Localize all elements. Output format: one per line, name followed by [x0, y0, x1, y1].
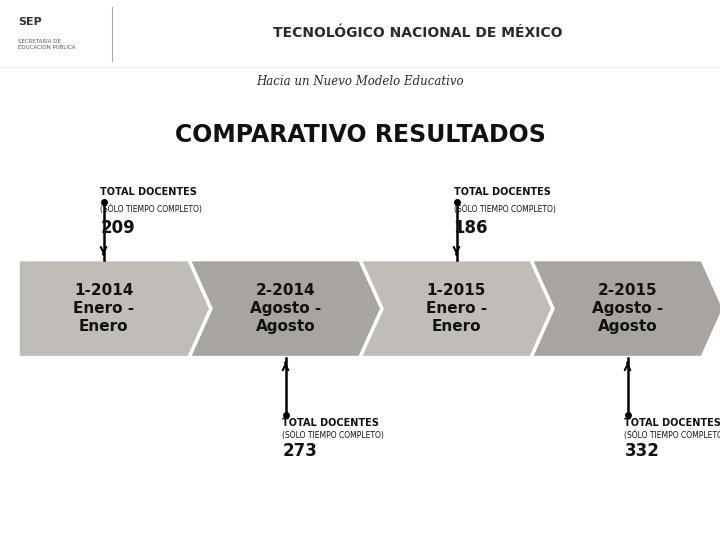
Text: SECRETARÍA DE
EDUCACIÓN PÚBLICA: SECRETARÍA DE EDUCACIÓN PÚBLICA — [18, 39, 76, 50]
Text: (SÓLO TIEMPO COMPLETO): (SÓLO TIEMPO COMPLETO) — [624, 430, 720, 440]
Text: TOTAL DOCENTES: TOTAL DOCENTES — [101, 187, 197, 197]
Text: (SÓLO TIEMPO COMPLETO): (SÓLO TIEMPO COMPLETO) — [454, 205, 555, 214]
Text: (SÓLO TIEMPO COMPLETO): (SÓLO TIEMPO COMPLETO) — [282, 430, 384, 440]
Text: 2-2015
Agosto -
Agosto: 2-2015 Agosto - Agosto — [592, 283, 663, 334]
Text: TOTAL DOCENTES: TOTAL DOCENTES — [282, 418, 379, 428]
Text: 186: 186 — [454, 219, 488, 237]
Text: 209: 209 — [101, 219, 135, 237]
Text: 1-2015
Enero -
Enero: 1-2015 Enero - Enero — [426, 283, 487, 334]
Text: TOTAL DOCENTES: TOTAL DOCENTES — [454, 187, 550, 197]
Text: 2-2014
Agosto -
Agosto: 2-2014 Agosto - Agosto — [250, 283, 321, 334]
Text: TECNOLÓGICO NACIONAL DE MÉXICO: TECNOLÓGICO NACIONAL DE MÉXICO — [273, 25, 562, 39]
Text: 332: 332 — [624, 442, 660, 460]
Polygon shape — [531, 260, 720, 357]
Text: 1-2014
Enero -
Enero: 1-2014 Enero - Enero — [73, 283, 134, 334]
Polygon shape — [360, 260, 553, 357]
Text: COMPARATIVO RESULTADOS: COMPARATIVO RESULTADOS — [174, 123, 546, 147]
Text: Hacia un Nuevo Modelo Educativo: Hacia un Nuevo Modelo Educativo — [256, 75, 464, 88]
Text: SEP: SEP — [18, 17, 42, 27]
Text: TOTAL DOCENTES: TOTAL DOCENTES — [624, 418, 720, 428]
Polygon shape — [18, 260, 211, 357]
Text: 273: 273 — [282, 442, 318, 460]
Polygon shape — [189, 260, 382, 357]
Text: (SÓLO TIEMPO COMPLETO): (SÓLO TIEMPO COMPLETO) — [101, 205, 202, 214]
